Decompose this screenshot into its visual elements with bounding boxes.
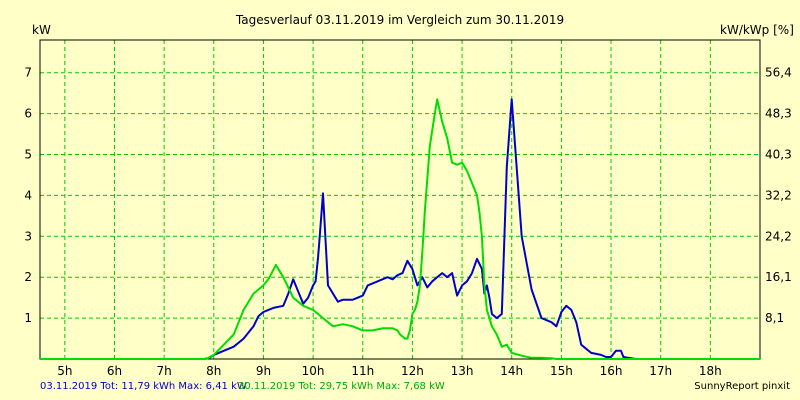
y2-tick-label: 48,3 — [765, 107, 792, 121]
footer-series2-summary: 30.11.2019 Tot: 29,75 kWh Max: 7,68 kW — [238, 381, 445, 392]
y2-axis-label: kW/kWp [%] — [720, 23, 794, 37]
y-tick-label: 5 — [24, 148, 32, 162]
y2-tick-label: 40,3 — [765, 148, 792, 162]
x-tick-label: 15h — [550, 364, 573, 378]
series-line-2 — [40, 98, 760, 360]
footer-credit: SunnyReport pinxit — [694, 381, 790, 392]
chart-title: Tagesverlauf 03.11.2019 im Vergleich zum… — [235, 13, 564, 27]
x-tick-label: 5h — [57, 364, 72, 378]
y2-axis-ticks: 8,1 16,1 24,2 32,2 40,3 48,3 56,4 — [765, 66, 792, 325]
x-tick-label: 17h — [649, 364, 672, 378]
plot-border — [39, 39, 761, 360]
x-tick-label: 14h — [500, 364, 523, 378]
y-tick-label: 7 — [24, 66, 32, 80]
y-axis-ticks: 1 2 3 4 5 6 7 — [24, 66, 32, 325]
grid — [40, 40, 760, 359]
y-tick-label: 4 — [24, 188, 32, 202]
x-tick-label: 13h — [451, 364, 474, 378]
y2-tick-label: 16,1 — [765, 270, 792, 284]
y2-tick-label: 32,2 — [765, 188, 792, 202]
y2-tick-label: 8,1 — [765, 311, 784, 325]
x-tick-label: 6h — [107, 364, 122, 378]
y-tick-label: 2 — [24, 270, 32, 284]
y2-tick-label: 56,4 — [765, 66, 792, 80]
x-tick-label: 8h — [206, 364, 221, 378]
y-tick-label: 3 — [24, 229, 32, 243]
x-axis-ticks: 5h 6h 7h 8h 9h 10h 11h 12h 13h 14h 15h 16h 17h 18h — [57, 364, 722, 378]
x-tick-label: 18h — [699, 364, 722, 378]
x-tick-label: 11h — [351, 364, 374, 378]
series-layer — [40, 98, 760, 360]
y-tick-label: 6 — [24, 107, 32, 121]
y2-tick-label: 24,2 — [765, 229, 792, 243]
plot-frame — [39, 39, 761, 360]
x-tick-label: 7h — [157, 364, 172, 378]
series-line-1 — [40, 98, 760, 360]
x-tick-label: 16h — [600, 364, 623, 378]
x-tick-label: 12h — [401, 364, 424, 378]
x-tick-label: 9h — [256, 364, 271, 378]
x-tick-label: 10h — [302, 364, 325, 378]
y-axis-label: kW — [32, 23, 51, 37]
y-tick-label: 1 — [24, 311, 32, 325]
footer-series1-summary: 03.11.2019 Tot: 11,79 kWh Max: 6,41 kW — [40, 381, 247, 392]
